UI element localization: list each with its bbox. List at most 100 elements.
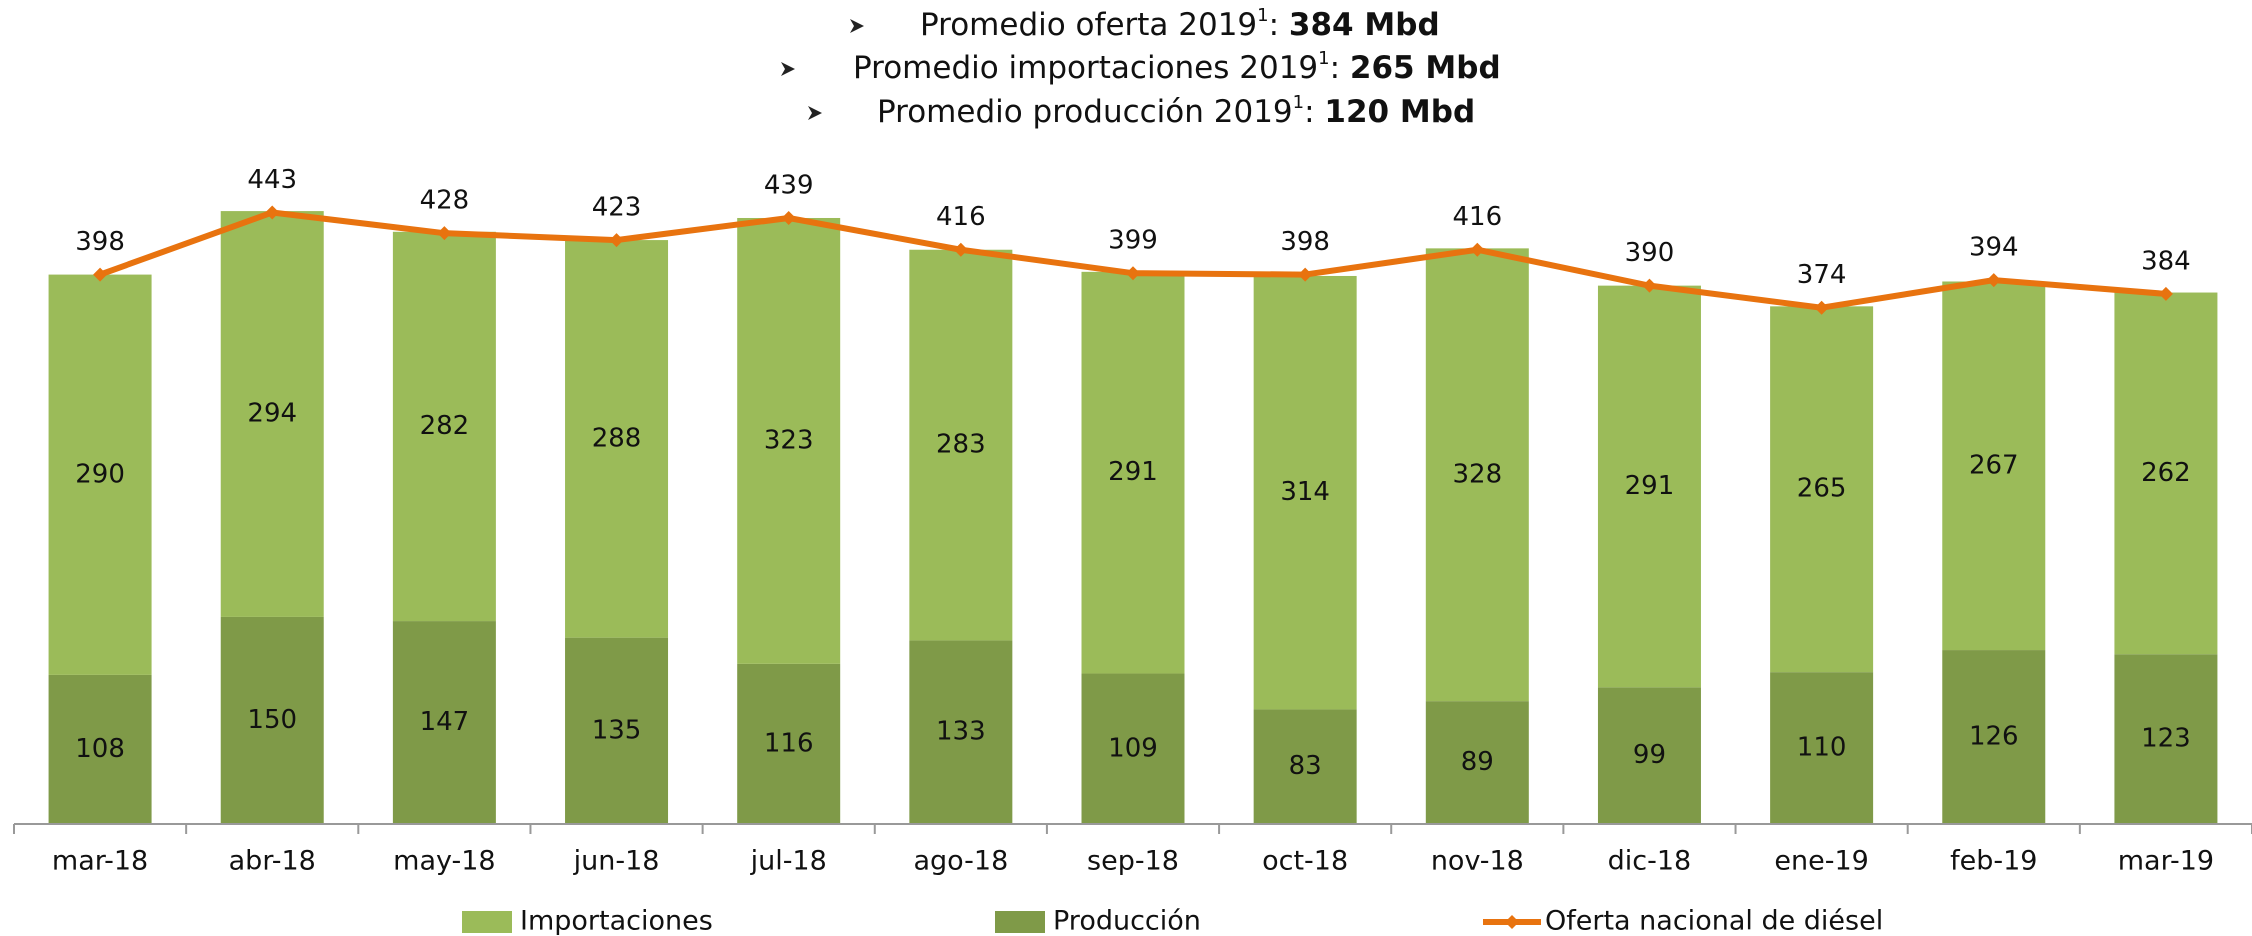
header-sep: : (1269, 7, 1279, 43)
x-tick-label: mar-19 (2118, 846, 2214, 877)
line-label: 390 (1625, 238, 1675, 268)
bar (220, 211, 324, 617)
bar-label: 282 (420, 411, 470, 441)
line-label: 416 (1452, 202, 1502, 232)
line-label: 399 (1108, 226, 1158, 256)
bar-label: 267 (1969, 450, 2019, 480)
bar (909, 640, 1013, 824)
x-tick-label: mar-18 (52, 846, 148, 877)
header-sep: : (1304, 94, 1314, 130)
header-space (1279, 7, 1289, 43)
line-marker (1298, 267, 1313, 282)
header-line: Promedio importaciones 20191: 265 Mbd (853, 48, 1501, 86)
header: Promedio oferta 20191: 384 Mbd Promedio i… (781, 5, 1501, 130)
header-sup: 1 (1257, 5, 1268, 26)
bar-label: 262 (2141, 458, 2191, 488)
bar-label: 283 (936, 430, 986, 460)
bar (48, 274, 152, 675)
bullet-arrow (850, 19, 864, 33)
bullet-arrow (808, 106, 822, 120)
bullet-arrow (781, 62, 795, 76)
x-tick-label: dic-18 (1608, 846, 1692, 877)
bar (1081, 271, 1185, 674)
bar-label: 291 (1108, 457, 1158, 487)
bar-label: 89 (1461, 747, 1494, 777)
bar-label: 116 (764, 728, 814, 758)
header-value: 120 Mbd (1324, 94, 1475, 130)
line-label: 439 (764, 170, 814, 200)
line-marker (609, 233, 624, 248)
line-label: 394 (1969, 233, 2019, 263)
x-tick-label: ene-19 (1774, 846, 1868, 877)
line-label: 428 (420, 186, 470, 216)
line-marker (265, 205, 280, 220)
bar-label: 109 (1108, 733, 1158, 763)
bar (1942, 281, 2046, 651)
bar-label: 291 (1625, 471, 1675, 501)
x-tick-label: sep-18 (1087, 846, 1179, 877)
line-marker (93, 267, 108, 282)
x-tick-label: oct-18 (1262, 846, 1348, 877)
bar (1425, 248, 1529, 702)
bar (1597, 285, 1701, 688)
x-tick-label: jul-18 (750, 846, 827, 877)
line-marker (437, 226, 452, 241)
legend-label: Oferta nacional de diésel (1545, 906, 1883, 936)
bar (1253, 709, 1357, 824)
legend-swatch (995, 911, 1045, 933)
bar-label: 133 (936, 717, 986, 747)
x-tick-label: jun-18 (573, 846, 660, 877)
bar (220, 616, 324, 824)
bar (565, 240, 669, 638)
bar-label: 290 (75, 459, 125, 489)
line-marker (1470, 242, 1485, 257)
bar (392, 231, 496, 622)
bar (1597, 687, 1701, 824)
header-line: Promedio producción 20191: 120 Mbd (877, 92, 1475, 130)
line-marker (1814, 300, 1829, 315)
header-space (1340, 50, 1350, 86)
bar-label: 150 (247, 705, 297, 735)
line-label: 398 (75, 227, 125, 257)
line-label: 398 (1280, 227, 1330, 257)
bar (737, 217, 841, 664)
x-tick-label: abr-18 (229, 846, 316, 877)
bar (1425, 701, 1529, 824)
bar-label: 135 (592, 715, 642, 745)
header-value: 265 Mbd (1350, 50, 1501, 86)
x-tick-label: may-18 (393, 846, 495, 877)
bar-label: 110 (1797, 733, 1847, 763)
bar-label: 83 (1289, 751, 1322, 781)
legend-label: Importaciones (520, 906, 713, 936)
bar (737, 663, 841, 824)
bar (565, 637, 669, 824)
bar (1770, 672, 1874, 824)
header-text: Promedio importaciones 2019 (853, 50, 1318, 86)
bar (1770, 306, 1874, 673)
bar (1081, 673, 1185, 824)
line-label: 374 (1797, 260, 1847, 290)
x-tick-label: feb-19 (1950, 846, 2037, 877)
bar (2114, 654, 2218, 824)
header-space (1315, 94, 1325, 130)
line-label: 416 (936, 202, 986, 232)
line-label: 443 (247, 165, 297, 195)
legend-swatch (462, 911, 512, 933)
header-line: Promedio oferta 20191: 384 Mbd (920, 5, 1440, 43)
line-marker (781, 210, 796, 225)
header-sup: 1 (1293, 92, 1304, 113)
bar-label: 265 (1797, 474, 1847, 504)
bar (909, 249, 1013, 641)
line-marker (2158, 286, 2173, 301)
header-text: Promedio oferta 2019 (920, 7, 1257, 43)
header-text: Promedio producción 2019 (877, 94, 1293, 130)
x-tick-label: nov-18 (1431, 846, 1524, 877)
line-marker (1986, 273, 2001, 288)
bar (48, 674, 152, 824)
bar-label: 99 (1633, 740, 1666, 770)
line-marker (1126, 266, 1140, 281)
bar-label: 147 (420, 707, 470, 737)
x-tick-label: ago-18 (913, 846, 1008, 877)
header-sup: 1 (1318, 48, 1329, 69)
